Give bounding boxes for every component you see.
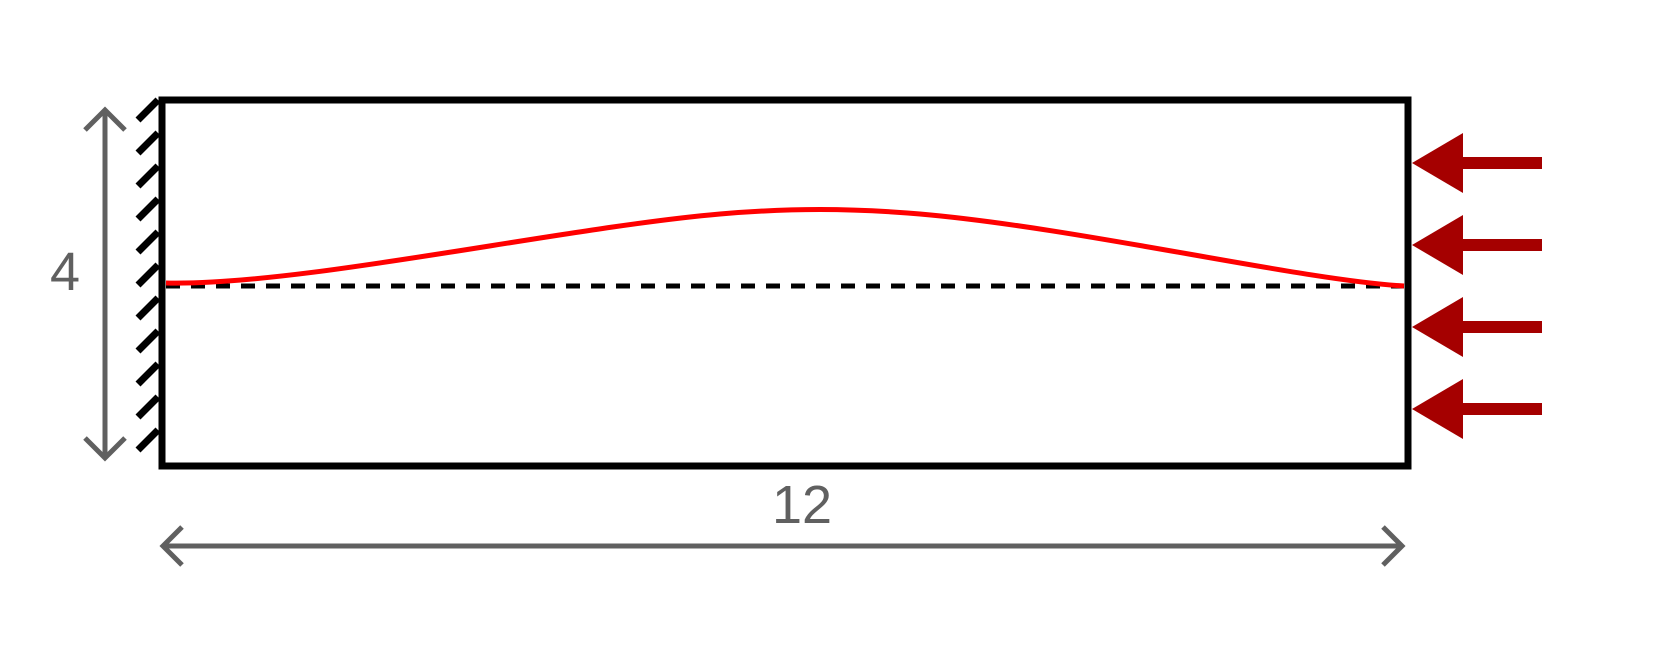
width-dimension (159, 525, 1406, 567)
deflection-curve (165, 207, 1405, 289)
load-arrow-shaft (1460, 403, 1542, 415)
load-arrow-head (1412, 379, 1463, 439)
width-arrowhead-left (159, 525, 184, 567)
beam-outline (158, 96, 1412, 470)
load-arrow-head (1412, 133, 1463, 193)
width-arrowhead-right (1381, 525, 1406, 567)
hatch-line (135, 97, 161, 123)
hatch-line (135, 130, 161, 156)
hatch-line (135, 328, 161, 354)
fixed-support-hatching (135, 97, 161, 453)
height-label: 4 (50, 242, 80, 302)
height-arrowhead-top (83, 106, 127, 132)
width-label: 12 (772, 475, 832, 535)
hatch-line (135, 163, 161, 189)
load-arrow-shaft (1460, 239, 1542, 251)
load-arrow-shaft (1460, 157, 1542, 169)
hatch-line (135, 229, 161, 255)
hatch-line (135, 394, 161, 420)
hatch-line (135, 361, 161, 387)
load-arrow-shaft (1460, 321, 1542, 333)
load-arrow-head (1412, 297, 1463, 357)
load-arrow-icon (1412, 133, 1542, 193)
load-arrow-head (1412, 215, 1463, 275)
load-arrow-icon (1412, 379, 1542, 439)
height-dimension (83, 106, 127, 462)
load-arrow-icon (1412, 215, 1542, 275)
hatch-line (135, 262, 161, 288)
load-arrow-icon (1412, 297, 1542, 357)
hatch-line (135, 196, 161, 222)
load-arrows (1412, 133, 1542, 439)
hatch-line (135, 295, 161, 321)
height-arrowhead-bottom (83, 436, 127, 462)
hatch-line (135, 427, 161, 453)
